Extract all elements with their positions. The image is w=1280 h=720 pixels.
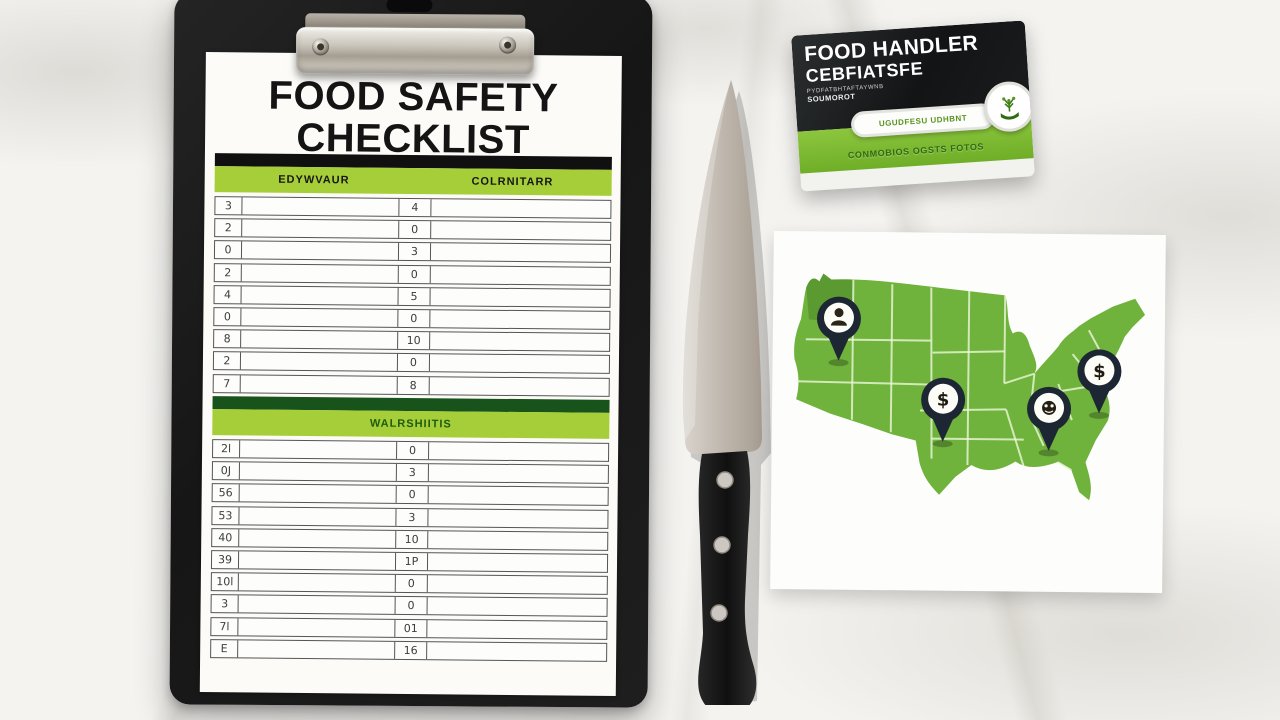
table-row: 56 0 [211, 483, 609, 507]
clipboard-clip [295, 27, 535, 75]
table-row: 0J 3 [211, 461, 609, 485]
map-paper: $ [770, 230, 1166, 594]
table-row: 7l 01 [210, 616, 608, 640]
knife-handle [698, 451, 757, 705]
food-handler-certificate-card: FOOD HANDLER CEBFIATSFE PYDFATBHTAFTAYWN… [791, 20, 1035, 192]
table-row: 2l 0 [212, 439, 610, 462]
person-pin-icon [830, 308, 847, 326]
clipboard: FOOD SAFETY CHECKLIST EDYWVAUR COLRNITAR… [169, 0, 653, 708]
table1-col2-header: COLRNITARR [471, 175, 554, 189]
usa-map: $ [794, 273, 1146, 501]
table-row: 8 10 [213, 329, 611, 353]
clip-screw-left [312, 38, 330, 56]
usa-map-shape [794, 273, 1146, 501]
knife-blade [682, 80, 762, 454]
checklist-paper: FOOD SAFETY CHECKLIST EDYWVAUR COLRNITAR… [199, 52, 622, 696]
chefs-knife [682, 80, 771, 705]
table-row: E 16 [210, 638, 608, 662]
table-row: 53 3 [211, 505, 609, 529]
table2-header: WALRSHIITIS [369, 417, 452, 431]
table1-header-row: EDYWVAUR COLRNITARR [214, 166, 612, 196]
clipboard-hang-hole [386, 0, 433, 13]
knife-rivets [710, 471, 734, 622]
page-title: FOOD SAFETY CHECKLIST [205, 73, 622, 163]
dollar-pin-icon: $ [937, 390, 950, 411]
location-pin-northeast: $ [1077, 349, 1122, 419]
badge-pin-icon [1042, 400, 1057, 415]
map-pins: $ [816, 296, 1122, 457]
table-row: 39 1P [210, 550, 609, 573]
card-seal [982, 80, 1035, 134]
knife-blade-facet [682, 80, 731, 440]
table-row: 10l 0 [210, 572, 608, 596]
checklist-table-2: WALRSHIITIS 2l 0 0J 3 56 0 53 3 40 10 39 1P 10… [210, 396, 610, 665]
table-row: 40 10 [211, 527, 609, 551]
title-line-1: FOOD SAFETY [268, 73, 559, 121]
table1-col1-header: EDYWVAUR [278, 173, 350, 187]
location-pin-northwest [816, 296, 861, 367]
location-pin-southeast [1027, 386, 1072, 457]
clip-screw-right [499, 36, 517, 54]
sprout-icon [1000, 96, 1019, 120]
dollar-pin-icon: $ [1093, 361, 1106, 382]
table2-header-row: WALRSHIITIS [212, 409, 610, 439]
location-pin-south-central: $ [921, 377, 966, 448]
